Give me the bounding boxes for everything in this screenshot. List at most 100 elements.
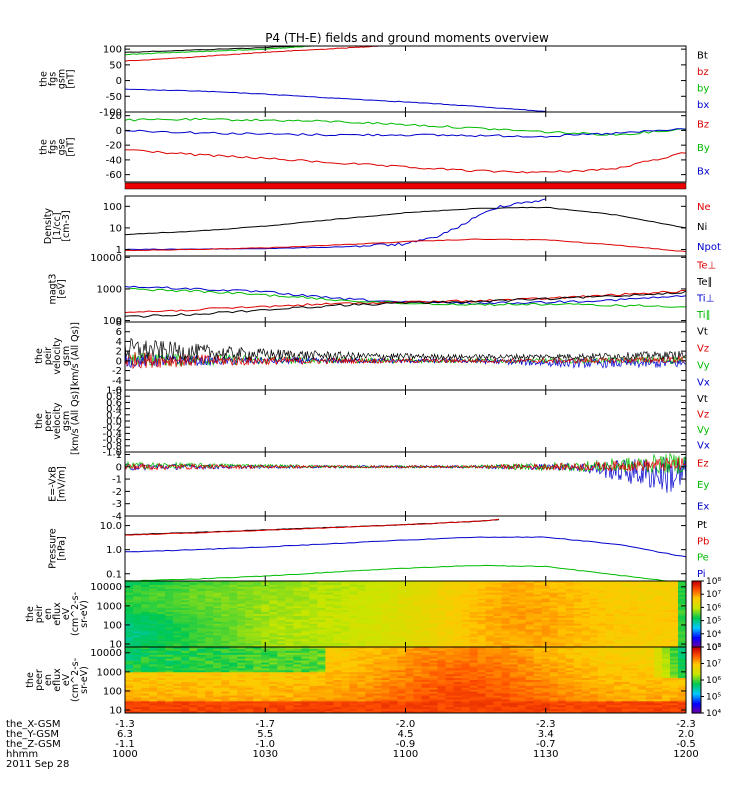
spectrogram-cell [493, 703, 503, 706]
spectrogram-cell [237, 594, 246, 598]
spectrogram-cell [605, 707, 615, 710]
spectrogram-cell [653, 581, 663, 584]
spectrogram-cell [613, 658, 623, 662]
spectrogram-cell [197, 631, 206, 635]
spectrogram-cell [253, 625, 262, 629]
spectrogram-cell [125, 656, 134, 660]
spectrogram-cell [517, 639, 527, 642]
spectrogram-cell [165, 617, 174, 621]
spectrogram-cell [493, 590, 503, 594]
spectrogram-cell [397, 705, 407, 708]
spectrogram-cell [189, 705, 198, 708]
spectrogram-cell [325, 681, 334, 685]
spectrogram-cell [549, 711, 559, 713]
spectrogram-cell [181, 652, 190, 656]
spectrogram-cell [157, 705, 166, 708]
spectrogram-cell [373, 697, 383, 701]
spectrogram-cell [293, 658, 302, 662]
spectrogram-cell [421, 695, 431, 699]
spectrogram-cell [557, 631, 567, 635]
spectrogram-cell [469, 645, 479, 647]
spectrogram-cell [333, 637, 342, 640]
spectrogram-cell [277, 621, 286, 625]
y-tick-label: 10 [109, 640, 122, 651]
spectrogram-cell [149, 608, 158, 611]
spectrogram-cell [325, 602, 334, 605]
spectrogram-cell [645, 623, 655, 627]
spectrogram-cell [557, 614, 567, 617]
spectrogram-cell [309, 705, 318, 708]
spectrogram-cell [317, 615, 326, 619]
spectrogram-cell [381, 592, 391, 596]
spectrogram-cell [165, 687, 174, 691]
spectrogram-cell [573, 681, 583, 685]
spectrogram-cell [205, 615, 214, 619]
spectrogram-cell [557, 711, 567, 713]
y-axis-label: the [39, 71, 50, 87]
spectrogram-cell [421, 639, 431, 642]
spectrogram-cell [517, 610, 527, 613]
spectrogram-cell [253, 709, 262, 712]
spectrogram-cell [197, 596, 206, 600]
spectrogram-cell [629, 681, 639, 685]
spectrogram-cell [581, 602, 591, 605]
spectrogram-cell [301, 650, 310, 654]
spectrogram-cell [581, 668, 591, 671]
spectrogram-cell [285, 656, 294, 660]
spectrogram-cell [349, 614, 359, 617]
spectrogram-cell [341, 604, 350, 607]
spectrogram-cell [317, 670, 326, 673]
spectrogram-cell [365, 672, 375, 675]
spectrogram-cell [253, 672, 262, 675]
spectrogram-cell [197, 685, 206, 689]
spectrogram-cell [597, 621, 607, 625]
spectrogram-cell [469, 588, 479, 592]
spectrogram-cell [605, 683, 615, 687]
spectrogram-cell [205, 680, 214, 683]
spectrogram-cell [661, 621, 671, 625]
spectrogram-cell [501, 683, 511, 687]
spectrogram-cell [405, 668, 415, 671]
spectrogram-cell [237, 623, 246, 627]
spectrogram-cell [301, 637, 310, 640]
spectrogram-cell [221, 602, 230, 605]
spectrogram-cell [517, 612, 527, 615]
spectrogram-cell [205, 606, 214, 609]
y-axis-label: [eV] [57, 279, 68, 299]
spectrogram-cell [149, 643, 158, 646]
spectrogram-cell [613, 647, 623, 650]
spectrogram-cell [317, 588, 326, 592]
spectrogram-cell [557, 608, 567, 611]
spectrogram-cell [653, 592, 663, 596]
spectrogram-cell [349, 615, 359, 619]
spectrogram-cell [597, 614, 607, 617]
spectrogram-cell [165, 654, 174, 658]
spectrogram-cell [357, 623, 367, 627]
spectrogram-cell [453, 652, 463, 656]
spectrogram-cell [549, 635, 559, 638]
spectrogram-cell [261, 614, 270, 617]
spectrogram-cell [485, 668, 495, 671]
spectrogram-cell [373, 633, 383, 636]
spectrogram-cell [533, 633, 543, 636]
spectrogram-cell [213, 687, 222, 691]
spectrogram-cell [597, 631, 607, 635]
spectrogram-cell [541, 664, 551, 668]
spectrogram-cell [621, 645, 631, 647]
spectrogram-cell [645, 590, 655, 594]
spectrogram-cell [493, 672, 503, 675]
spectrogram-cell [325, 598, 334, 602]
spectrogram-cell [237, 629, 246, 633]
spectrogram-cell [245, 674, 254, 677]
spectrogram-cell [333, 699, 342, 702]
spectrogram-cell [157, 699, 166, 702]
spectrogram-cell [453, 650, 463, 654]
spectrogram-cell [397, 604, 407, 607]
spectrogram-cell [365, 660, 375, 664]
spectrogram-cell [677, 610, 686, 613]
spectrogram-cell [413, 614, 423, 617]
spectrogram-cell [437, 689, 447, 693]
spectrogram-cell [429, 600, 439, 603]
spectrogram-cell [645, 650, 655, 654]
spectrogram-cell [133, 709, 142, 712]
